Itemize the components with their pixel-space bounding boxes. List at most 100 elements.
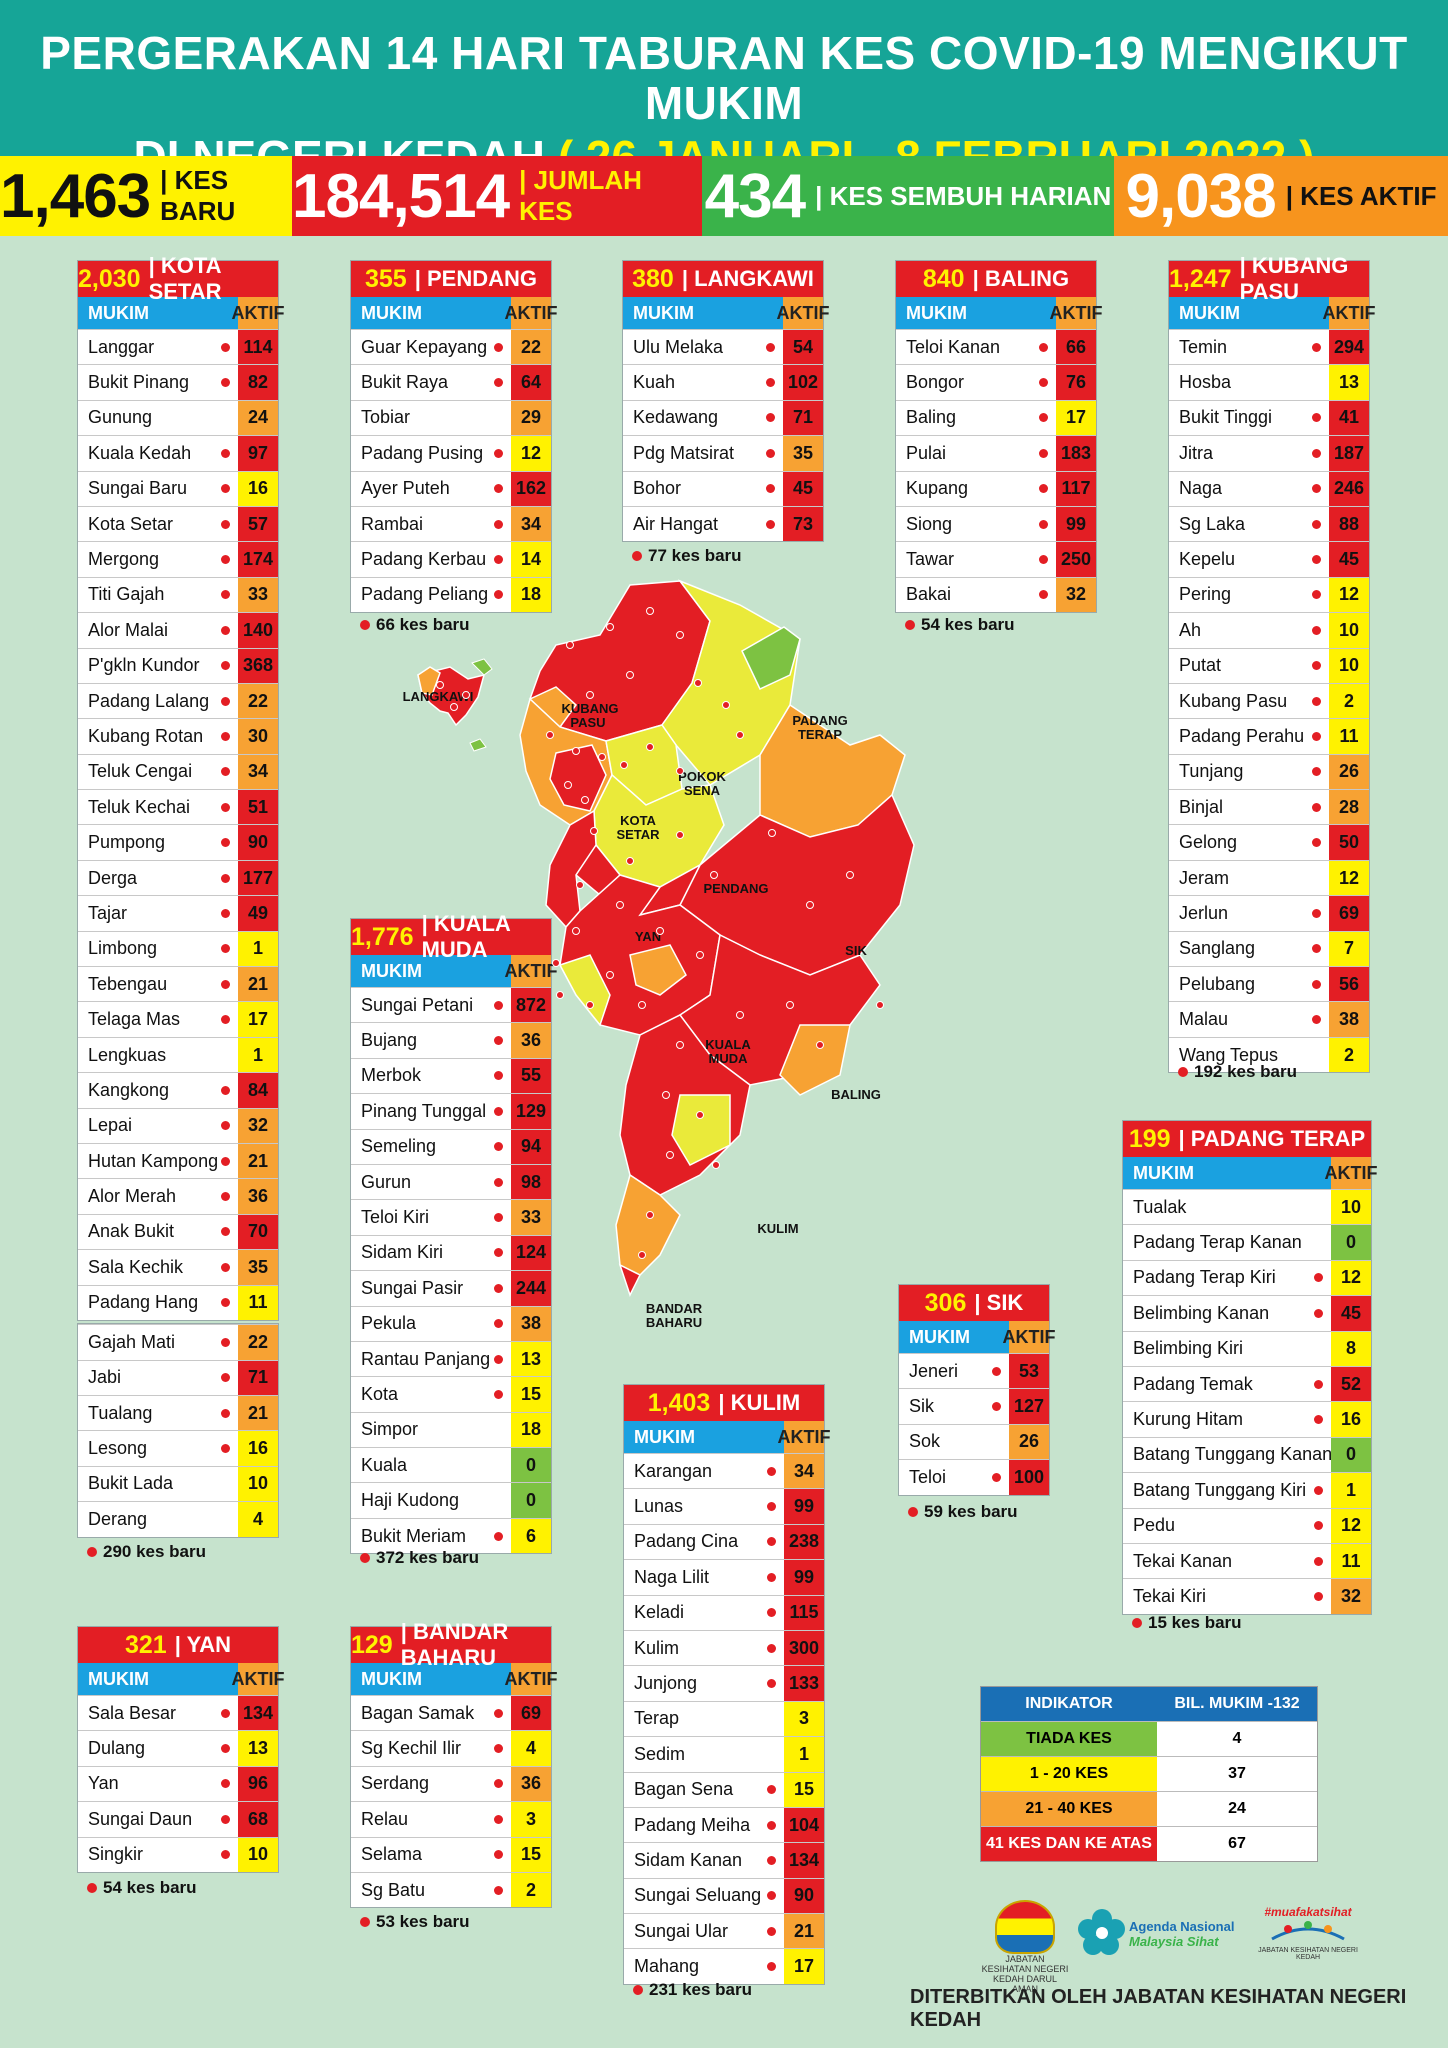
district-table-pendang: 355 | PENDANG MUKIM AKTIF Guar Kepayang 22 Buk… (350, 260, 558, 614)
mukim-name: Air Hangat (633, 513, 719, 534)
table-row: Padang Temak 52 (1123, 1365, 1371, 1402)
active-count: 3 (511, 1802, 551, 1837)
mukim-name: Pumpong (88, 832, 166, 853)
active-count: 94 (511, 1129, 551, 1164)
table-row: Kubang Pasu 2 (1169, 682, 1369, 719)
active-count: 68 (238, 1802, 278, 1837)
new-case-dot-icon (494, 1354, 503, 1364)
mukim-name: Pdg Matsirat (633, 442, 735, 463)
table-row: Kangkong 84 (78, 1072, 278, 1108)
active-count: 45 (1331, 1296, 1371, 1331)
mukim-name: Putat (1179, 655, 1222, 676)
table-row: Sungai Daun 68 (78, 1801, 278, 1837)
new-case-dot-icon (1314, 1485, 1323, 1495)
mukim-name: Teloi Kanan (906, 336, 1001, 357)
new-case-dot-icon (494, 1213, 503, 1223)
mukim-name: Alor Malai (88, 619, 169, 640)
mukim-name: Sg Batu (361, 1879, 426, 1900)
active-count: 18 (511, 577, 551, 613)
table-row: Padang Terap Kiri 12 (1123, 1259, 1371, 1296)
map-case-dot (586, 1001, 594, 1009)
district-active-total: 321 (124, 1630, 167, 1659)
new-case-dot-icon (1039, 519, 1048, 529)
table-row: Baling 17 (896, 399, 1096, 436)
mukim-name: Padang Meiha (634, 1814, 751, 1835)
table-row: Padang Cina 238 (624, 1523, 824, 1560)
new-case-dot-icon (221, 342, 230, 352)
active-count: 100 (1009, 1460, 1049, 1495)
table-row: Bukit Meriam 6 (351, 1517, 551, 1554)
new-case-dot-icon (221, 1121, 230, 1131)
mukim-name: Sanglang (1179, 938, 1256, 959)
table-row: Sala Besar 134 (78, 1695, 278, 1731)
mukim-name: Keladi (634, 1602, 685, 1623)
mukim-name: Mahang (634, 1956, 700, 1977)
district-header: 840 | BALING (896, 261, 1096, 297)
new-case-dot-icon (221, 696, 230, 706)
active-count: 56 (1329, 967, 1369, 1002)
mukim-name: Sala Kechik (88, 1256, 184, 1277)
active-count: 32 (1331, 1579, 1371, 1614)
district-table-kubang-pasu: 1,247 | KUBANG PASU MUKIM AKTIF Temin 294 Hosb… (1168, 253, 1376, 1074)
map-label: SENA (684, 783, 721, 798)
district-header: 1,403 | KULIM (624, 1385, 824, 1421)
mukim-name: Yan (88, 1773, 119, 1794)
new-case-dot-icon (221, 1708, 230, 1718)
district-name: | PENDANG (414, 266, 537, 291)
mukim-name: Naga (1179, 478, 1223, 499)
mukim-name: Wang Tepus (1179, 1044, 1279, 1065)
table-row: Terap 3 (624, 1700, 824, 1737)
table-header: MUKIM AKTIF (351, 955, 558, 987)
active-count: 12 (1331, 1260, 1371, 1296)
new-case-dot-icon (221, 1408, 230, 1418)
new-case-dot-icon (221, 908, 230, 918)
mukim-name: Padang Terap Kanan (1133, 1232, 1302, 1253)
active-count: 129 (511, 1094, 551, 1129)
table-row: Gunung 24 (78, 399, 278, 436)
mukim-name: Kota (361, 1383, 399, 1404)
map-label: POKOK (678, 769, 726, 784)
new-case-dot-icon (1312, 555, 1321, 565)
map-label: YAN (635, 929, 661, 944)
table-row: Keladi 115 (624, 1594, 824, 1630)
legend-row: 41 KES DAN KE ATAS 67 (981, 1826, 1317, 1861)
map-case-dot (572, 927, 580, 935)
mukim-name: Relau (361, 1808, 409, 1829)
agenda-logo-line-2: Malaysia Sihat (1129, 1934, 1219, 1949)
active-count: 134 (238, 1696, 278, 1731)
active-count: 13 (238, 1731, 278, 1766)
mukim-name: Langgar (88, 336, 155, 357)
active-count: 55 (511, 1058, 551, 1094)
table-row: Bukit Tinggi 41 (1169, 399, 1369, 436)
district-name: | PADANG TERAP (1178, 1126, 1366, 1151)
map-label: KUBANG (561, 701, 618, 716)
mukim-name: Singkir (88, 1844, 144, 1865)
active-count: 124 (511, 1235, 551, 1271)
mukim-name: Padang Terap Kiri (1133, 1267, 1276, 1288)
mukim-name: Bagan Samak (361, 1702, 475, 1723)
new-cases-note: 15 kes baru (1132, 1613, 1242, 1633)
active-count: 50 (1329, 825, 1369, 860)
district-active-total: 2,030 (78, 264, 141, 293)
active-count: 12 (1331, 1508, 1371, 1543)
map-case-dot (581, 796, 589, 804)
new-case-dot-icon (767, 1926, 776, 1936)
table-row: Kota Setar 57 (78, 505, 278, 542)
mukim-name: Sg Kechil Ilir (361, 1738, 462, 1759)
new-cases-text: 54 kes baru (103, 1878, 197, 1897)
new-case-dot-icon (767, 1962, 776, 1972)
mukim-name: Bujang (361, 1030, 418, 1051)
active-count: 183 (1056, 436, 1096, 471)
active-count: 21 (238, 1395, 278, 1431)
mukim-name: Siong (906, 513, 953, 534)
mukim-name: Jeram (1179, 867, 1230, 888)
active-count: 12 (1329, 860, 1369, 896)
new-case-dot-icon (767, 1785, 776, 1795)
table-row: Kupang 117 (896, 470, 1096, 506)
mukim-name: Bohor (633, 478, 682, 499)
table-row: Haji Kudong 0 (351, 1482, 551, 1518)
table-row: Kurung Hitam 16 (1123, 1401, 1371, 1437)
active-count: 174 (238, 542, 278, 577)
active-count: 45 (783, 471, 823, 506)
